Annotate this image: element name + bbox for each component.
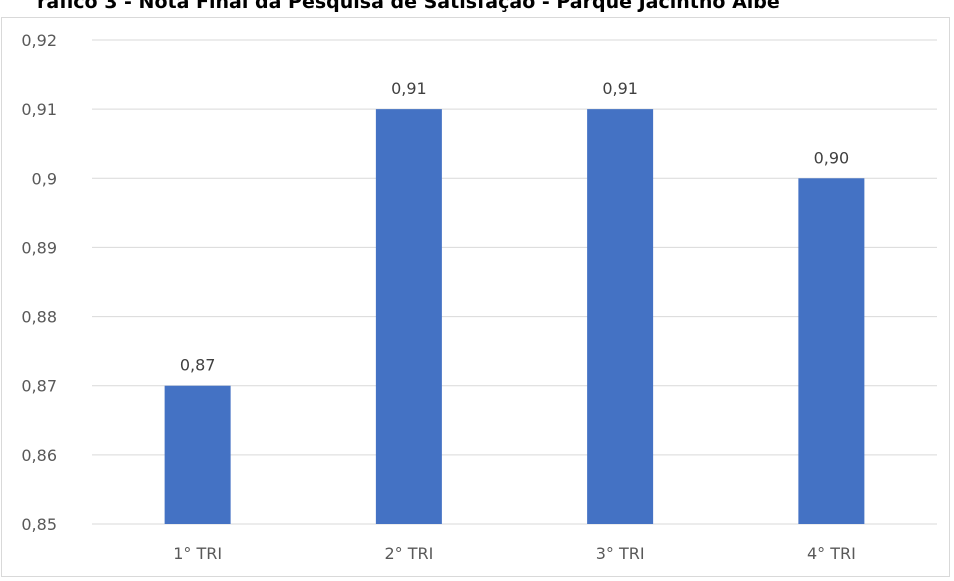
- y-tick-label: 0,85: [21, 515, 57, 534]
- y-tick-label: 0,91: [21, 100, 57, 119]
- y-tick-label: 0,9: [32, 169, 57, 188]
- y-tick-label: 0,92: [21, 31, 57, 50]
- y-tick-label: 0,89: [21, 238, 57, 257]
- x-tick-label: 4° TRI: [807, 544, 856, 563]
- y-tick-label: 0,87: [21, 377, 57, 396]
- data-label: 0,91: [391, 79, 427, 98]
- gridlines: [92, 39, 937, 525]
- data-labels: 0,87 0,91 0,91 0,90: [180, 79, 849, 375]
- x-axis-ticks: 1° TRI 2° TRI 3° TRI 4° TRI: [173, 544, 856, 563]
- chart-title: ráfico 3 - Nota Final da Pesquisa de Sat…: [37, 0, 780, 13]
- x-tick-label: 2° TRI: [384, 544, 433, 563]
- y-tick-label: 0,86: [21, 446, 57, 465]
- x-tick-label: 1° TRI: [173, 544, 222, 563]
- data-label: 0,91: [602, 79, 638, 98]
- bars: [164, 109, 865, 525]
- chart-frame: [1, 17, 950, 577]
- bar-4: [798, 178, 865, 525]
- bar-2: [375, 109, 442, 525]
- y-tick-label: 0,88: [21, 308, 57, 327]
- bar-3: [587, 109, 654, 525]
- x-tick-label: 3° TRI: [596, 544, 645, 563]
- bar-1: [164, 385, 231, 524]
- y-axis-ticks: 0,85 0,86 0,87 0,88 0,89 0,9 0,91 0,92: [21, 31, 57, 534]
- data-label: 0,87: [180, 356, 216, 375]
- data-label: 0,90: [814, 148, 850, 167]
